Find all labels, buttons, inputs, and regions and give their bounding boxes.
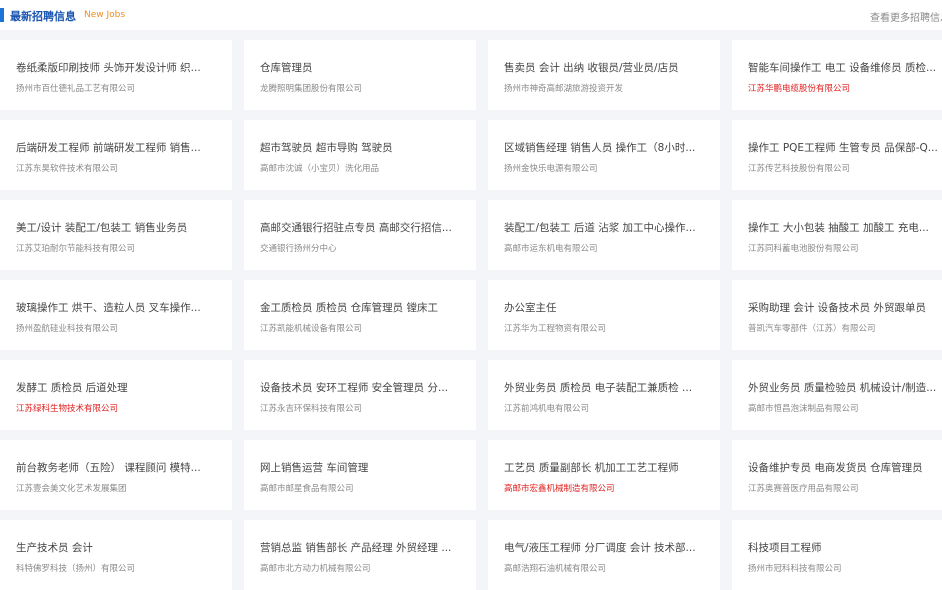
job-card[interactable]: 办公室主任江苏华为工程物资有限公司 bbox=[488, 280, 720, 350]
company-name: 高邮市沈诚（小宝贝）洗化用品 bbox=[260, 164, 380, 174]
job-title[interactable]: 装配工/包装工 后道 沾浆 加工中心操作... bbox=[504, 222, 696, 234]
company-name: 扬州市冠科科技有限公司 bbox=[748, 564, 842, 574]
job-title[interactable]: 操作工 PQE工程师 生管专员 品保部-Q... bbox=[748, 142, 938, 154]
job-title[interactable]: 外贸业务员 质检员 电子装配工兼质检 ... bbox=[504, 382, 693, 394]
job-card[interactable]: 操作工 大小包装 抽酸工 加酸工 充电... 江苏同科蓄电池股份有限公司 bbox=[732, 200, 942, 270]
job-title[interactable]: 玻璃操作工 烘干、造粒人员 叉车操作... bbox=[16, 302, 201, 314]
job-title[interactable]: 工艺员 质量副部长 机加工工艺工程师 bbox=[504, 462, 679, 474]
job-title[interactable]: 超市驾驶员 超市导购 驾驶员 bbox=[260, 142, 393, 154]
job-card[interactable]: 前台教务老师（五险） 课程顾问 模特... 江苏壹会美文化艺术发展集团 bbox=[0, 440, 232, 510]
company-name: 江苏同科蓄电池股份有限公司 bbox=[748, 244, 859, 254]
job-title[interactable]: 仓库管理员 bbox=[260, 62, 313, 74]
company-name: 高邮市恒昌泡沫制品有限公司 bbox=[748, 404, 859, 414]
company-name: 江苏东昊软件技术有限公司 bbox=[16, 164, 119, 174]
company-name: 科特佛罗科技（扬州）有限公司 bbox=[16, 564, 136, 574]
job-card[interactable]: 后端研发工程师 前端研发工程师 销售... 江苏东昊软件技术有限公司 bbox=[0, 120, 232, 190]
job-card[interactable]: 外贸业务员 质检员 电子装配工兼质检 ... 江苏前鸿机电有限公司 bbox=[488, 360, 720, 430]
job-card[interactable]: 营销总监 销售部长 产品经理 外贸经理 ... 高邮市北方动力机械有限公司 bbox=[244, 520, 476, 590]
job-title[interactable]: 外贸业务员 质量检验员 机械设计/制造... bbox=[748, 382, 937, 394]
job-card[interactable]: 金工质检员 质检员 仓库管理员 镗床工 江苏凯能机械设备有限公司 bbox=[244, 280, 476, 350]
job-card[interactable]: 美工/设计 装配工/包装工 销售业务员 江苏艾珀耐尔节能科技有限公司 bbox=[0, 200, 232, 270]
job-card[interactable]: 科技项目工程师扬州市冠科科技有限公司 bbox=[732, 520, 942, 590]
job-card[interactable]: 工艺员 质量副部长 机加工工艺工程师 高邮市宏鑫机械制造有限公司 bbox=[488, 440, 720, 510]
company-name: 江苏华鹏电缆股份有限公司 bbox=[748, 84, 851, 94]
job-card[interactable]: 发酵工 质检员 后道处理 江苏绿科生物技术有限公司 bbox=[0, 360, 232, 430]
company-name: 交通银行扬州分中心 bbox=[260, 244, 337, 254]
job-title[interactable]: 前台教务老师（五险） 课程顾问 模特... bbox=[16, 462, 201, 474]
job-title[interactable]: 售卖员 会计 出纳 收银员/营业员/店员 bbox=[504, 62, 679, 74]
company-name: 江苏艾珀耐尔节能科技有限公司 bbox=[16, 244, 136, 254]
job-title[interactable]: 后端研发工程师 前端研发工程师 销售... bbox=[16, 142, 201, 154]
header-title: 最新招聘信息 bbox=[10, 10, 76, 23]
job-title[interactable]: 科技项目工程师 bbox=[748, 542, 822, 554]
job-title[interactable]: 营销总监 销售部长 产品经理 外贸经理 ... bbox=[260, 542, 452, 554]
company-name: 江苏凯能机械设备有限公司 bbox=[260, 324, 363, 334]
more-link[interactable]: 查看更多招聘信息 bbox=[870, 13, 942, 24]
job-card[interactable]: 生产技术员 会计科特佛罗科技（扬州）有限公司 bbox=[0, 520, 232, 590]
job-title[interactable]: 办公室主任 bbox=[504, 302, 557, 314]
job-title[interactable]: 高邮交通银行招驻点专员 高邮交行招信... bbox=[260, 222, 452, 234]
company-name: 江苏奥赛普医疗用品有限公司 bbox=[748, 484, 859, 494]
job-title[interactable]: 操作工 大小包装 抽酸工 加酸工 充电... bbox=[748, 222, 929, 234]
job-title[interactable]: 电气/液压工程师 分厂调度 会计 技术部... bbox=[504, 542, 696, 554]
job-card[interactable]: 仓库管理员龙腾照明集团股份有限公司 bbox=[244, 40, 476, 110]
job-card[interactable]: 外贸业务员 质量检验员 机械设计/制造... 高邮市恒昌泡沫制品有限公司 bbox=[732, 360, 942, 430]
company-name: 普凯汽车零部件（江苏）有限公司 bbox=[748, 324, 876, 334]
job-card[interactable]: 区域销售经理 销售人员 操作工（8小时... 扬州金快乐电源有限公司 bbox=[488, 120, 720, 190]
job-card[interactable]: 超市驾驶员 超市导购 驾驶员 高邮市沈诚（小宝贝）洗化用品 bbox=[244, 120, 476, 190]
company-name: 扬州金快乐电源有限公司 bbox=[504, 164, 598, 174]
job-card[interactable]: 卷纸柔版印刷技师 头饰开发设计师 织... 扬州市百仕德礼品工艺有限公司 bbox=[0, 40, 232, 110]
job-title[interactable]: 设备维护专员 电商发货员 仓库管理员 bbox=[748, 462, 923, 474]
company-name: 江苏传艺科技股份有限公司 bbox=[748, 164, 851, 174]
job-card[interactable]: 售卖员 会计 出纳 收银员/营业员/店员 扬州市神奇高邮湖旅游投资开发 bbox=[488, 40, 720, 110]
job-title[interactable]: 美工/设计 装配工/包装工 销售业务员 bbox=[16, 222, 188, 234]
company-name: 高邮市北方动力机械有限公司 bbox=[260, 564, 371, 574]
company-name: 江苏永吉环保科技有限公司 bbox=[260, 404, 363, 414]
company-name: 扬州市神奇高邮湖旅游投资开发 bbox=[504, 84, 624, 94]
job-title[interactable]: 设备技术员 安环工程师 安全管理员 分... bbox=[260, 382, 449, 394]
job-card[interactable]: 装配工/包装工 后道 沾浆 加工中心操作... 高邮市运东机电有限公司 bbox=[488, 200, 720, 270]
company-name: 高邮浩翔石油机械有限公司 bbox=[504, 564, 607, 574]
company-name: 江苏壹会美文化艺术发展集团 bbox=[16, 484, 127, 494]
company-name: 高邮市运东机电有限公司 bbox=[504, 244, 598, 254]
company-name: 江苏前鸿机电有限公司 bbox=[504, 404, 590, 414]
job-card[interactable]: 玻璃操作工 烘干、造粒人员 叉车操作... 扬州盈航硅业科技有限公司 bbox=[0, 280, 232, 350]
job-title[interactable]: 发酵工 质检员 后道处理 bbox=[16, 382, 128, 394]
job-title[interactable]: 网上销售运营 车间管理 bbox=[260, 462, 369, 474]
job-card[interactable]: 采购助理 会计 设备技术员 外贸跟单员 普凯汽车零部件（江苏）有限公司 bbox=[732, 280, 942, 350]
header: 最新招聘信息 New Jobs 查看更多招聘信息 bbox=[0, 0, 942, 30]
company-name: 龙腾照明集团股份有限公司 bbox=[260, 84, 363, 94]
job-title[interactable]: 生产技术员 会计 bbox=[16, 542, 93, 554]
job-card[interactable]: 设备维护专员 电商发货员 仓库管理员 江苏奥赛普医疗用品有限公司 bbox=[732, 440, 942, 510]
job-title[interactable]: 区域销售经理 销售人员 操作工（8小时... bbox=[504, 142, 696, 154]
company-name: 扬州盈航硅业科技有限公司 bbox=[16, 324, 119, 334]
job-card[interactable]: 网上销售运营 车间管理 高邮市邮星食品有限公司 bbox=[244, 440, 476, 510]
job-title[interactable]: 采购助理 会计 设备技术员 外贸跟单员 bbox=[748, 302, 927, 314]
job-card[interactable]: 智能车间操作工 电工 设备维修员 质检... 江苏华鹏电缆股份有限公司 bbox=[732, 40, 942, 110]
job-title[interactable]: 卷纸柔版印刷技师 头饰开发设计师 织... bbox=[16, 62, 201, 74]
header-subtitle: New Jobs bbox=[84, 10, 126, 20]
company-name: 江苏绿科生物技术有限公司 bbox=[16, 404, 119, 414]
company-name: 扬州市百仕德礼品工艺有限公司 bbox=[16, 84, 136, 94]
header-accent bbox=[0, 8, 4, 22]
job-card[interactable]: 电气/液压工程师 分厂调度 会计 技术部... 高邮浩翔石油机械有限公司 bbox=[488, 520, 720, 590]
company-name: 高邮市邮星食品有限公司 bbox=[260, 484, 354, 494]
job-card[interactable]: 操作工 PQE工程师 生管专员 品保部-Q... 江苏传艺科技股份有限公司 bbox=[732, 120, 942, 190]
job-card[interactable]: 设备技术员 安环工程师 安全管理员 分... 江苏永吉环保科技有限公司 bbox=[244, 360, 476, 430]
job-title[interactable]: 智能车间操作工 电工 设备维修员 质检... bbox=[748, 62, 937, 74]
company-name: 江苏华为工程物资有限公司 bbox=[504, 324, 607, 334]
job-title[interactable]: 金工质检员 质检员 仓库管理员 镗床工 bbox=[260, 302, 439, 314]
job-card[interactable]: 高邮交通银行招驻点专员 高邮交行招信... 交通银行扬州分中心 bbox=[244, 200, 476, 270]
company-name: 高邮市宏鑫机械制造有限公司 bbox=[504, 484, 615, 494]
